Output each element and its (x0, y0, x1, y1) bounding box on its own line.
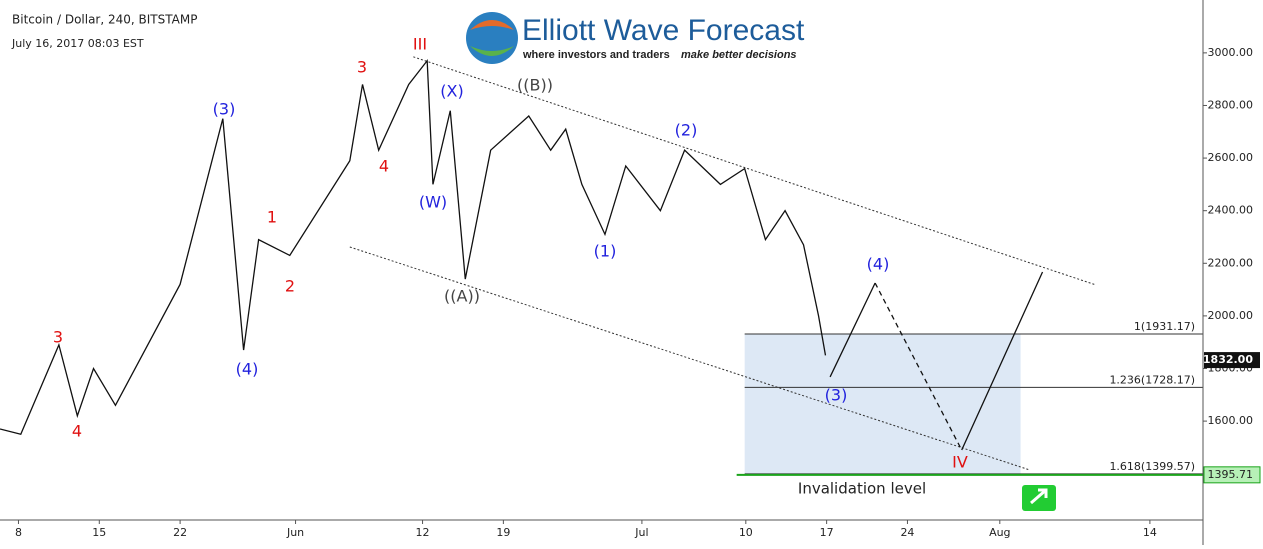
wave-label: 2 (285, 277, 295, 296)
x-tick-label: 17 (820, 526, 834, 539)
invalidation-label: Invalidation level (798, 480, 926, 498)
chart-title: Bitcoin / Dollar, 240, BITSTAMP (12, 13, 197, 27)
logo-tagline: where investors and traders (522, 49, 670, 61)
x-tick-label: 24 (900, 526, 914, 539)
wave-label: ((B)) (517, 76, 553, 95)
wave-label: (2) (675, 121, 698, 140)
x-tick-label: Jun (286, 526, 304, 539)
target-box (744, 333, 1021, 474)
wave-label: (X) (440, 82, 463, 101)
projection-segment (961, 271, 1044, 451)
wave-label: III (413, 35, 427, 54)
wave-label: 4 (72, 422, 82, 441)
x-tick-label: 22 (173, 526, 187, 539)
y-tick-label: 1600.00 (1208, 414, 1254, 427)
fib-label: 1.618(1399.57) (1109, 460, 1195, 473)
wave-label: 1 (267, 208, 277, 227)
logo-tagline-bold: make better decisions (681, 49, 797, 61)
logo-name: Elliott Wave Forecast (522, 14, 805, 47)
y-axis-pane (1203, 0, 1263, 545)
y-tick-label: 2000.00 (1208, 309, 1254, 322)
logo-icon (466, 12, 518, 64)
x-tick-label: 10 (739, 526, 753, 539)
x-tick-label: 15 (92, 526, 106, 539)
wave-label: IV (952, 453, 968, 472)
wave-label: 3 (53, 328, 63, 347)
y-tick-label: 2400.00 (1208, 204, 1254, 217)
channel-line (413, 56, 1096, 286)
logo-swoosh (470, 46, 514, 56)
x-tick-label: 8 (15, 526, 22, 539)
wave-label: (W) (419, 193, 447, 212)
price-tag-label: 1832.00 (1203, 353, 1253, 366)
channel-line (349, 246, 1030, 471)
y-tick-label: 2800.00 (1208, 98, 1254, 111)
arrow-icon-glyph (1030, 488, 1048, 505)
projection-segment (874, 282, 963, 451)
wave-label: 3 (357, 58, 367, 77)
logo: Elliott Wave Forecast where investors an… (466, 12, 805, 64)
wave-label: ((A)) (444, 287, 480, 306)
chart-subtitle: July 16, 2017 08:03 EST (11, 37, 144, 50)
wave-label: (4) (867, 255, 890, 274)
price-line (0, 58, 827, 436)
wave-label: (3) (825, 386, 848, 405)
x-tick-label: 12 (416, 526, 430, 539)
x-tick-label: Jul (634, 526, 648, 539)
y-tick-label: 3000.00 (1208, 46, 1254, 59)
fib-label: 1(1931.17) (1134, 320, 1195, 333)
wave-label: (1) (594, 242, 617, 261)
y-tick-label: 2600.00 (1208, 151, 1254, 164)
invalidation-tag-label: 1395.71 (1208, 468, 1254, 481)
logo-swoosh (470, 20, 514, 30)
y-tick-label: 2200.00 (1208, 256, 1254, 269)
x-tick-label: 14 (1143, 526, 1157, 539)
x-tick-label: 19 (496, 526, 510, 539)
wave-label: 4 (379, 157, 389, 176)
x-tick-label: Aug (989, 526, 1010, 539)
fib-label: 1.236(1728.17) (1109, 373, 1195, 386)
price-tag (1204, 352, 1260, 369)
wave-label: (3) (213, 100, 236, 119)
projection-segment (829, 282, 876, 378)
invalidation-tag (1203, 466, 1261, 484)
wave-label: (4) (236, 360, 259, 379)
